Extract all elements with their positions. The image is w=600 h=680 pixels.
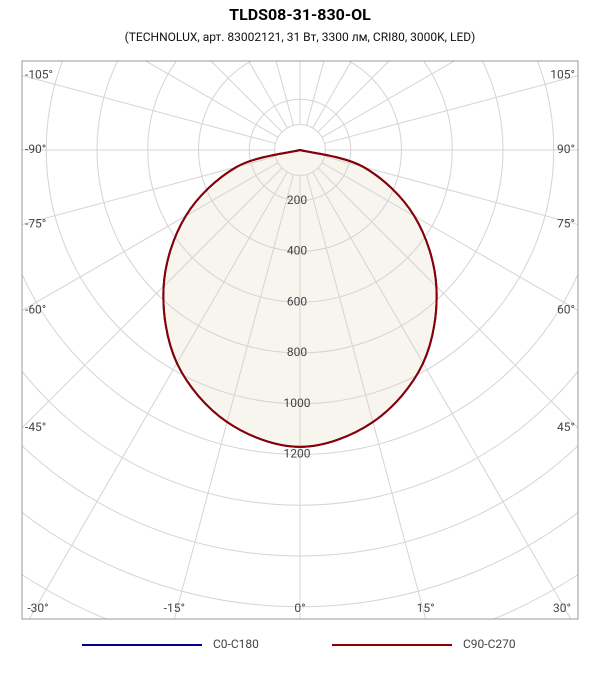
- theta-tick-label: 60°: [557, 303, 575, 317]
- r-tick-label: 1000: [284, 396, 311, 410]
- chart-subtitle: (TECHNOLUX, арт. 83002121, 31 Вт, 3300 л…: [125, 30, 476, 44]
- theta-tick-label: 75°: [557, 217, 575, 231]
- plot-frame: [21, 60, 579, 620]
- grid-radial: [22, 156, 276, 226]
- grid-radial: [28, 171, 288, 619]
- theta-tick-label: -75°: [25, 217, 46, 231]
- grid-radial: [144, 61, 279, 138]
- r-tick-label: 800: [287, 345, 307, 359]
- theta-tick-label: -60°: [25, 303, 46, 317]
- grid-radial: [312, 171, 572, 619]
- grid-radial: [210, 61, 283, 133]
- theta-tick-label: 0°: [294, 601, 305, 615]
- r-tick-label: 1200: [284, 447, 311, 461]
- grid-radial: [324, 74, 578, 144]
- theta-tick-label: -45°: [25, 420, 46, 434]
- legend-label: C0-C180: [213, 637, 259, 651]
- grid-radial: [22, 74, 276, 144]
- grid-radial: [317, 61, 390, 133]
- grid-radial: [22, 167, 283, 429]
- theta-tick-label: 90°: [557, 142, 575, 156]
- grid-radial: [22, 162, 279, 312]
- theta-tick-label: 105°: [550, 68, 575, 82]
- curve: [162, 149, 438, 448]
- labels: 200 400 600 800 1000 1200 -105° -90° -75° -60° -45…: [25, 68, 575, 615]
- grid-radial: [317, 167, 578, 429]
- r-tick-label: 200: [287, 193, 307, 207]
- grid-radial: [321, 162, 578, 312]
- theta-tick-label: 45°: [557, 420, 575, 434]
- legend-label: C90-C270: [463, 637, 516, 651]
- theta-tick-label: 15°: [417, 601, 435, 615]
- theta-tick-label: -90°: [25, 142, 46, 156]
- grid-radial: [173, 174, 294, 619]
- grid-radial: [306, 174, 427, 619]
- grid-radial: [324, 156, 578, 226]
- theta-tick-label: -15°: [164, 601, 185, 615]
- chart-title: TLDS08-31-830-OL: [229, 5, 371, 24]
- r-tick-label: 600: [287, 294, 307, 308]
- r-tick-label: 400: [287, 244, 307, 258]
- theta-tick-label: -30°: [27, 601, 48, 615]
- grid-radial: [321, 61, 456, 138]
- theta-tick-label: -105°: [25, 68, 53, 82]
- theta-tick-label: 30°: [553, 601, 571, 615]
